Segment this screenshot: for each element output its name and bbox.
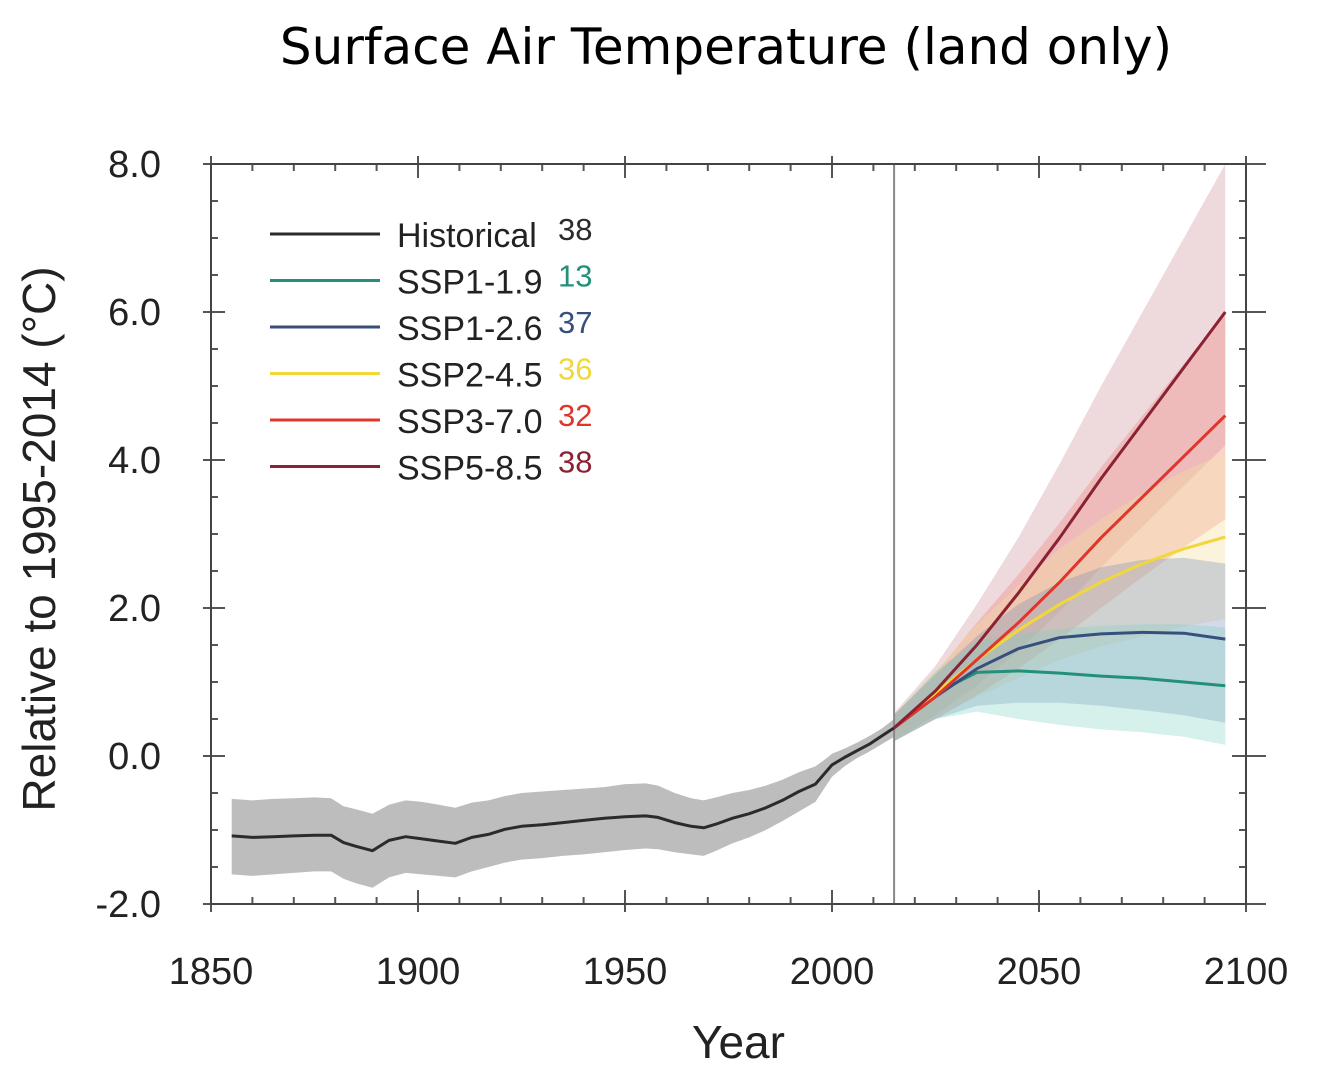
x-tick-label: 1850 [169, 951, 254, 993]
line-ssp1-2-6 [893, 630, 1226, 730]
legend-label: SSP5-8.5 [397, 450, 543, 488]
plot-frame [210, 163, 1247, 905]
legend-count: 32 [558, 398, 592, 433]
y-tick-label: 8.0 [108, 144, 161, 186]
chart-title: Surface Air Temperature (land only) [279, 18, 1173, 76]
legend-count: 38 [558, 445, 592, 480]
legend-count: 37 [558, 305, 592, 340]
legend-count: 36 [558, 352, 592, 387]
line-historical [231, 726, 895, 853]
x-axis-label: Year [692, 1016, 785, 1068]
legend-count: 13 [558, 259, 592, 294]
legend-label: SSP1-1.9 [397, 264, 543, 302]
legend-label: SSP2-4.5 [397, 357, 543, 395]
x-tick-label: 2100 [1204, 951, 1289, 993]
legend: Historical 38 SSP1-1.9 13 SSP1-2.6 37 SSP2-4.5… [270, 212, 592, 488]
legend-count: 38 [558, 212, 592, 247]
legend-label: SSP3-7.0 [397, 403, 543, 441]
band-historical [231, 719, 895, 888]
y-tick-label: -2.0 [96, 884, 161, 926]
y-tick-label: 6.0 [108, 292, 161, 334]
line-ssp5-8-5 [893, 311, 1227, 730]
x-tick-label: 1950 [583, 951, 668, 993]
band-ssp3-7-0 [894, 312, 1226, 742]
y-tick-label: 4.0 [108, 440, 161, 482]
line-ssp2-4-5 [893, 535, 1226, 730]
uncertainty-bands [231, 164, 1226, 888]
legend-label: Historical [397, 217, 537, 255]
tick-labels: 1850 1900 1950 2000 2050 2100 -2.0 0.0 2.0 4.0 6.0… [96, 144, 1289, 993]
band-ssp5-8-5 [894, 164, 1226, 742]
band-ssp1-1-9 [894, 624, 1226, 745]
x-tick-label: 2000 [790, 951, 875, 993]
series-lines [231, 311, 1227, 853]
y-axis-label: Relative to 1995-2014 (°C) [13, 266, 65, 811]
legend-label: SSP1-2.6 [397, 310, 543, 348]
band-ssp1-2-6 [894, 557, 1226, 742]
y-tick-label: 0.0 [108, 736, 161, 778]
x-tick-label: 2050 [997, 951, 1082, 993]
line-ssp3-7-0 [893, 414, 1227, 730]
x-tick-label: 1900 [376, 951, 461, 993]
y-tick-label: 2.0 [108, 588, 161, 630]
